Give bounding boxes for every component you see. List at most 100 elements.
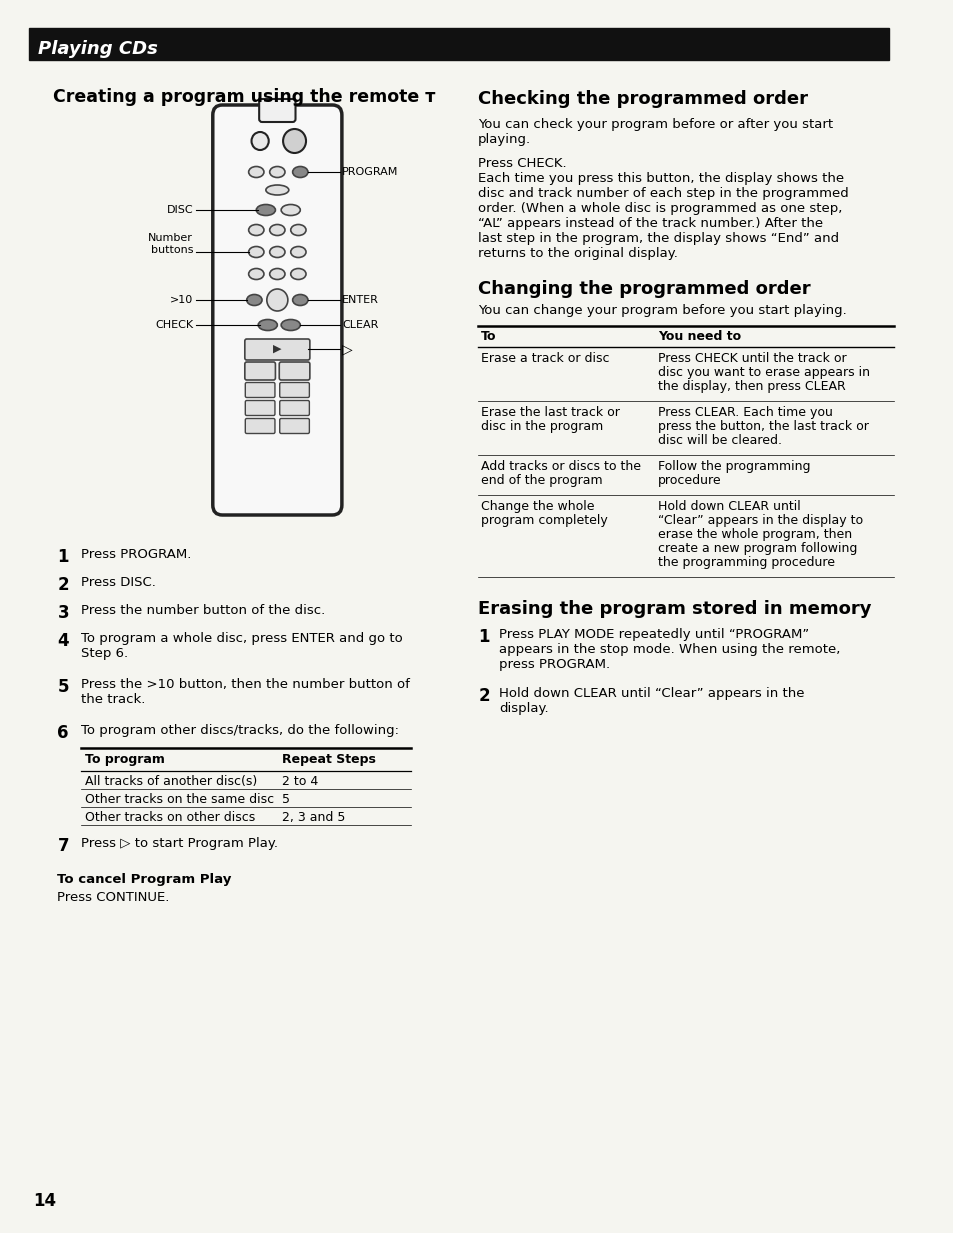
Text: the display, then press CLEAR: the display, then press CLEAR [658, 380, 844, 393]
Text: All tracks of another disc(s): All tracks of another disc(s) [85, 776, 257, 788]
Text: Number
buttons: Number buttons [148, 233, 193, 255]
Text: DISC: DISC [167, 205, 193, 215]
Text: ENTER: ENTER [342, 295, 379, 305]
Ellipse shape [256, 205, 275, 216]
Text: 7: 7 [57, 837, 69, 854]
Text: ▶: ▶ [273, 344, 281, 354]
Text: appears in the stop mode. When using the remote,: appears in the stop mode. When using the… [498, 642, 840, 656]
Text: Press the >10 button, then the number button of
the track.: Press the >10 button, then the number bu… [81, 678, 410, 707]
Text: 3: 3 [57, 604, 69, 621]
Text: Hold down CLEAR until “Clear” appears in the: Hold down CLEAR until “Clear” appears in… [498, 687, 804, 700]
FancyBboxPatch shape [245, 363, 275, 380]
Text: procedure: procedure [658, 473, 720, 487]
Text: 5: 5 [282, 793, 290, 806]
Text: the programming procedure: the programming procedure [658, 556, 834, 568]
Ellipse shape [270, 247, 285, 258]
Text: 2, 3 and 5: 2, 3 and 5 [282, 811, 345, 824]
Text: Repeat Steps: Repeat Steps [282, 753, 375, 766]
Text: Other tracks on other discs: Other tracks on other discs [85, 811, 255, 824]
FancyBboxPatch shape [279, 363, 310, 380]
Text: ▷: ▷ [342, 342, 353, 356]
Ellipse shape [249, 166, 264, 178]
Text: order. (When a whole disc is programmed as one step,: order. (When a whole disc is programmed … [477, 202, 841, 215]
Text: Erase a track or disc: Erase a track or disc [480, 351, 609, 365]
Ellipse shape [270, 166, 285, 178]
Text: press PROGRAM.: press PROGRAM. [498, 658, 610, 671]
Text: CLEAR: CLEAR [342, 321, 378, 330]
Text: Hold down CLEAR until: Hold down CLEAR until [658, 501, 800, 513]
FancyBboxPatch shape [279, 401, 309, 416]
Text: Changing the programmed order: Changing the programmed order [477, 280, 810, 298]
Text: 1: 1 [477, 628, 489, 646]
Text: CHECK: CHECK [155, 321, 193, 330]
Ellipse shape [249, 247, 264, 258]
Ellipse shape [258, 319, 277, 330]
Ellipse shape [270, 269, 285, 280]
FancyBboxPatch shape [259, 99, 295, 122]
Text: end of the program: end of the program [480, 473, 602, 487]
Text: 5: 5 [57, 678, 69, 695]
FancyBboxPatch shape [279, 382, 309, 397]
Text: 14: 14 [33, 1192, 56, 1210]
Text: You need to: You need to [658, 330, 740, 343]
Text: Change the whole: Change the whole [480, 501, 594, 513]
Text: 6: 6 [57, 724, 69, 742]
Text: create a new program following: create a new program following [658, 543, 857, 555]
Text: disc will be cleared.: disc will be cleared. [658, 434, 781, 448]
Text: PROGRAM: PROGRAM [342, 166, 398, 178]
Ellipse shape [283, 129, 306, 153]
Text: Add tracks or discs to the: Add tracks or discs to the [480, 460, 640, 473]
Text: 1: 1 [57, 547, 69, 566]
Text: Creating a program using the remote ᴛ: Creating a program using the remote ᴛ [52, 88, 435, 106]
Text: Press the number button of the disc.: Press the number button of the disc. [81, 604, 325, 616]
Text: Each time you press this button, the display shows the: Each time you press this button, the dis… [477, 171, 843, 185]
Ellipse shape [266, 185, 289, 195]
Ellipse shape [270, 224, 285, 236]
Text: returns to the original display.: returns to the original display. [477, 247, 678, 260]
Ellipse shape [267, 289, 288, 311]
Ellipse shape [281, 319, 300, 330]
Ellipse shape [247, 295, 262, 306]
Text: Erasing the program stored in memory: Erasing the program stored in memory [477, 600, 871, 618]
Text: Playing CDs: Playing CDs [38, 39, 158, 58]
Text: You can change your program before you start playing.: You can change your program before you s… [477, 305, 846, 317]
Text: Follow the programming: Follow the programming [658, 460, 810, 473]
Text: To: To [480, 330, 496, 343]
Text: “Clear” appears in the display to: “Clear” appears in the display to [658, 514, 862, 526]
Text: Press CHECK.: Press CHECK. [477, 157, 566, 170]
Ellipse shape [293, 166, 308, 178]
Text: last step in the program, the display shows “End” and: last step in the program, the display sh… [477, 232, 839, 245]
Ellipse shape [291, 247, 306, 258]
Text: To cancel Program Play: To cancel Program Play [57, 873, 232, 887]
Text: >10: >10 [170, 295, 193, 305]
Text: To program: To program [85, 753, 165, 766]
Ellipse shape [252, 132, 269, 150]
Text: erase the whole program, then: erase the whole program, then [658, 528, 851, 541]
Ellipse shape [293, 295, 308, 306]
Text: To program other discs/tracks, do the following:: To program other discs/tracks, do the fo… [81, 724, 399, 737]
Text: press the button, the last track or: press the button, the last track or [658, 420, 868, 433]
Text: 2 to 4: 2 to 4 [282, 776, 318, 788]
Ellipse shape [249, 224, 264, 236]
FancyBboxPatch shape [245, 382, 274, 397]
Text: You can check your program before or after you start: You can check your program before or aft… [477, 118, 832, 131]
Text: Press DISC.: Press DISC. [81, 576, 156, 589]
Text: 2: 2 [477, 687, 489, 705]
FancyBboxPatch shape [213, 105, 341, 515]
Text: Press CHECK until the track or: Press CHECK until the track or [658, 351, 845, 365]
FancyBboxPatch shape [279, 418, 309, 434]
Ellipse shape [291, 224, 306, 236]
Text: playing.: playing. [477, 133, 531, 145]
Text: Press PLAY MODE repeatedly until “PROGRAM”: Press PLAY MODE repeatedly until “PROGRA… [498, 628, 808, 641]
Text: Checking the programmed order: Checking the programmed order [477, 90, 807, 109]
Text: Erase the last track or: Erase the last track or [480, 406, 619, 419]
Text: To program a whole disc, press ENTER and go to
Step 6.: To program a whole disc, press ENTER and… [81, 633, 402, 660]
Text: Press CLEAR. Each time you: Press CLEAR. Each time you [658, 406, 832, 419]
Text: display.: display. [498, 702, 548, 715]
FancyBboxPatch shape [245, 418, 274, 434]
Text: program completely: program completely [480, 514, 607, 526]
Ellipse shape [281, 205, 300, 216]
Text: 4: 4 [57, 633, 69, 650]
FancyBboxPatch shape [245, 339, 310, 360]
Text: Other tracks on the same disc: Other tracks on the same disc [85, 793, 274, 806]
